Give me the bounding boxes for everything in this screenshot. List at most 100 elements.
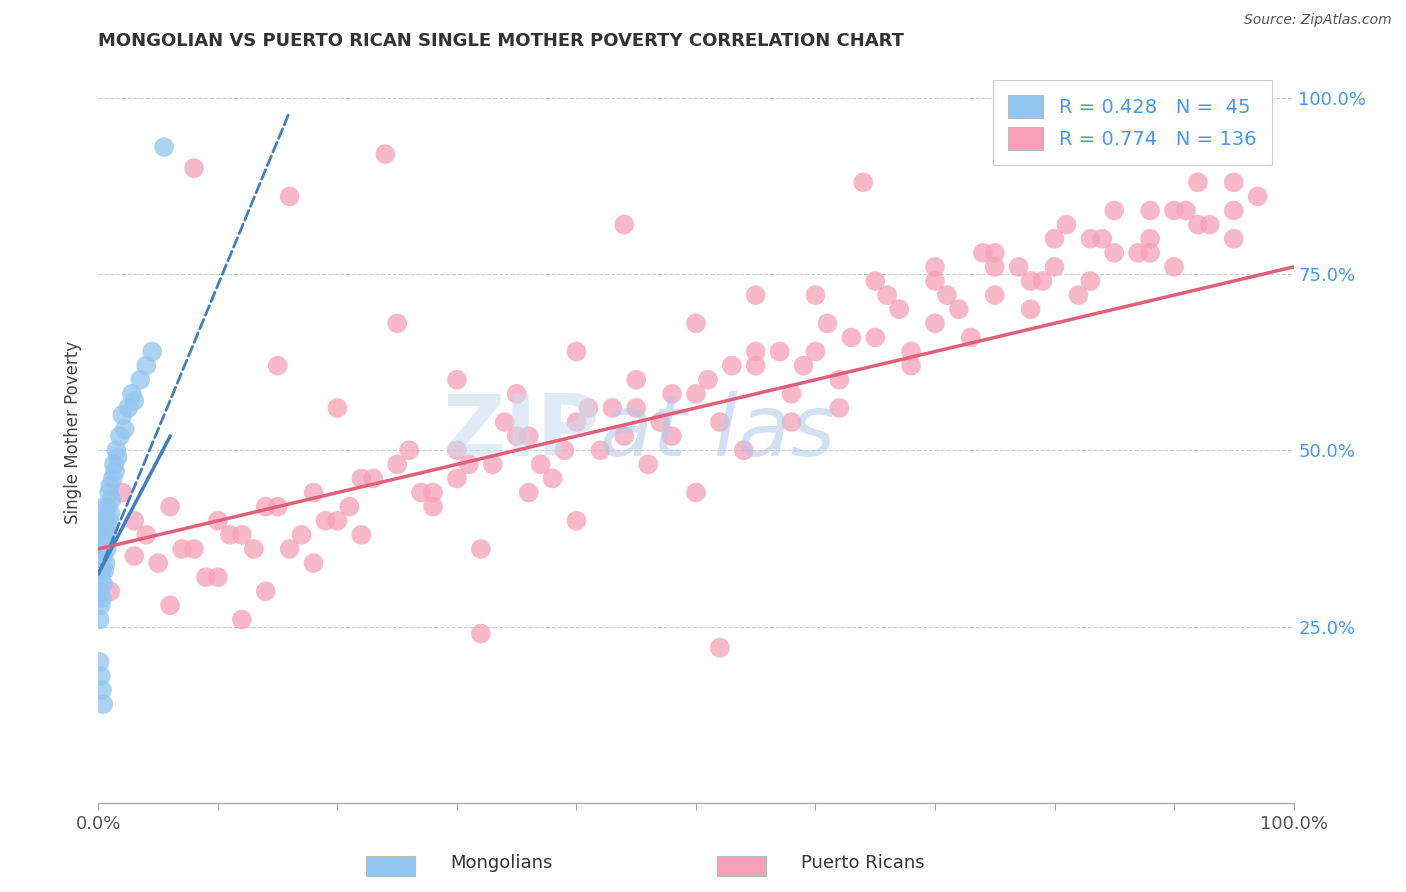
Point <box>1175 203 1198 218</box>
Point <box>111 408 134 422</box>
Point <box>1056 218 1078 232</box>
Point <box>91 549 114 563</box>
Text: at las: at las <box>600 391 835 475</box>
Point <box>517 429 540 443</box>
Point <box>481 458 505 472</box>
Point <box>153 140 176 154</box>
Point <box>637 458 659 472</box>
Point <box>768 344 790 359</box>
Point <box>267 359 290 373</box>
Point <box>89 655 111 669</box>
Point <box>1139 245 1161 260</box>
Point <box>1067 288 1090 302</box>
Point <box>1223 203 1246 218</box>
Point <box>96 514 118 528</box>
Point <box>159 500 181 514</box>
Point <box>91 563 114 577</box>
Point <box>1019 302 1042 317</box>
Point <box>685 485 707 500</box>
Point <box>1187 175 1209 189</box>
Point <box>291 528 314 542</box>
Point <box>98 485 121 500</box>
Point <box>865 274 887 288</box>
Point <box>541 471 564 485</box>
Point <box>602 401 624 415</box>
Point <box>315 514 337 528</box>
Point <box>924 274 946 288</box>
Point <box>661 387 683 401</box>
Point <box>1139 232 1161 246</box>
Point <box>1091 147 1114 161</box>
Text: Source: ZipAtlas.com: Source: ZipAtlas.com <box>1244 13 1392 28</box>
Point <box>960 330 983 344</box>
Point <box>506 387 529 401</box>
Point <box>219 528 242 542</box>
Point <box>446 443 468 458</box>
Point <box>661 429 683 443</box>
Point <box>302 485 325 500</box>
Point <box>90 528 112 542</box>
Point <box>98 507 122 521</box>
Point <box>517 485 540 500</box>
Point <box>984 288 1007 302</box>
Point <box>626 401 648 415</box>
Point <box>94 556 117 570</box>
Point <box>89 556 111 570</box>
Point <box>721 359 744 373</box>
Point <box>1128 245 1150 260</box>
Point <box>124 549 146 563</box>
Point <box>685 316 707 330</box>
Point <box>924 316 946 330</box>
Point <box>948 302 970 317</box>
Point <box>470 626 492 640</box>
Point <box>565 514 588 528</box>
Point <box>103 458 125 472</box>
Point <box>1032 274 1054 288</box>
Point <box>363 471 385 485</box>
Point <box>648 415 672 429</box>
Point <box>1199 218 1222 232</box>
Point <box>745 359 768 373</box>
Point <box>972 245 994 260</box>
Point <box>91 514 114 528</box>
Point <box>1043 232 1066 246</box>
Point <box>626 373 648 387</box>
Point <box>98 584 122 599</box>
Point <box>243 541 266 556</box>
Point <box>97 528 120 542</box>
Point <box>91 683 114 698</box>
Point <box>89 612 111 626</box>
Point <box>924 260 946 274</box>
Point <box>1104 245 1126 260</box>
Point <box>865 330 887 344</box>
Point <box>141 344 163 359</box>
Point <box>1008 260 1031 274</box>
Point <box>278 541 301 556</box>
Point <box>411 485 433 500</box>
Y-axis label: Single Mother Poverty: Single Mother Poverty <box>65 341 83 524</box>
Text: Mongolians: Mongolians <box>450 855 553 872</box>
Point <box>804 288 827 302</box>
Legend: R = 0.428   N =  45, R = 0.774   N = 136: R = 0.428 N = 45, R = 0.774 N = 136 <box>993 79 1272 165</box>
Point <box>129 373 152 387</box>
Point <box>91 697 114 711</box>
Point <box>1104 203 1126 218</box>
Point <box>183 541 205 556</box>
Point <box>350 471 373 485</box>
Point <box>1163 260 1185 274</box>
Point <box>530 458 553 472</box>
Point <box>565 415 588 429</box>
Point <box>697 373 720 387</box>
Point <box>90 570 112 584</box>
Point <box>350 528 373 542</box>
Point <box>100 492 122 507</box>
Point <box>254 500 277 514</box>
Point <box>159 599 181 613</box>
Point <box>745 288 768 302</box>
Point <box>984 245 1007 260</box>
Point <box>135 359 157 373</box>
Point <box>267 500 290 514</box>
Point <box>1247 189 1270 203</box>
Point <box>121 387 143 401</box>
Point <box>1080 232 1102 246</box>
